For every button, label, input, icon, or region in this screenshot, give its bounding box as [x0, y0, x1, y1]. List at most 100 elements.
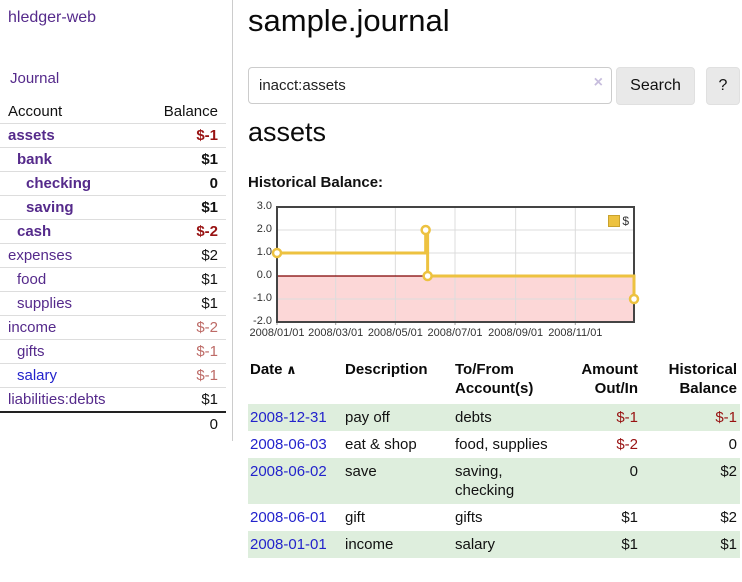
transaction-date-link[interactable]: 2008-06-02: [250, 463, 327, 480]
sidebar-account-link[interactable]: food: [17, 271, 47, 288]
chart-svg: [271, 206, 640, 325]
account-balance: $1: [142, 387, 226, 413]
data-point-marker: [422, 270, 433, 282]
register-table: Date ∧ Description To/From Account(s) Amount…: [248, 358, 740, 558]
account-balance: $-1: [142, 363, 226, 388]
accounts-table: Account Balance assets $-1 bank $1 checking 0…: [0, 100, 226, 436]
transaction-amount: $-1: [616, 409, 638, 426]
transaction-date-link[interactable]: 2008-06-03: [250, 436, 327, 453]
chart-title: Historical Balance:: [248, 174, 384, 191]
clear-search-icon[interactable]: ×: [593, 74, 603, 91]
accounts-header-row: Account Balance: [0, 100, 226, 124]
transaction-amount: 0: [629, 463, 638, 480]
legend-swatch-icon: [608, 215, 621, 227]
help-button[interactable]: ?: [706, 67, 740, 105]
transaction-accounts: gifts: [455, 509, 483, 526]
legend-label: $: [622, 214, 629, 228]
transaction-row: 2008-06-02 save saving, checking 0 $2: [248, 458, 740, 504]
sidebar-account-link[interactable]: bank: [17, 151, 53, 168]
register-col-header-amount: Amount Out/In: [581, 361, 638, 397]
transaction-date-link[interactable]: 2008-12-31: [250, 409, 327, 426]
x-axis-tick-label: 2008/11/01: [548, 327, 603, 339]
accounts-total-balance: 0: [142, 411, 226, 436]
chart-legend: $: [606, 213, 631, 229]
accounts-total-row: 0: [0, 411, 226, 436]
sidebar-account-link[interactable]: saving: [26, 199, 74, 216]
sidebar-account-link[interactable]: cash: [17, 223, 52, 240]
historical-balance-chart: $ 3.0 2.0 1.0 0.0 -1.0 -2.0 2008/01/01 2008/03/…: [248, 200, 742, 353]
account-row: cash $-2: [0, 219, 226, 244]
brand-link[interactable]: hledger-web: [8, 9, 97, 26]
account-row: salary $-1: [0, 363, 226, 388]
account-row: food $1: [0, 267, 226, 292]
sidebar-account-link[interactable]: assets: [8, 127, 55, 144]
search-input[interactable]: [248, 67, 612, 104]
main-content: sample.journal × Search ? assets Histori…: [248, 0, 742, 582]
y-axis-tick-label: 3.0: [256, 200, 272, 212]
search-box: ×: [248, 67, 612, 104]
y-axis-tick-label: 2.0: [256, 223, 272, 235]
account-row: assets $-1: [0, 123, 226, 148]
account-row: expenses $2: [0, 243, 226, 268]
x-axis-tick-label: 2008/07/01: [427, 327, 483, 339]
transaction-amount: $-2: [616, 436, 638, 453]
sort-ascending-icon: ∧: [282, 362, 297, 377]
search-button[interactable]: Search: [616, 67, 695, 105]
sidebar-account-link[interactable]: liabilities:debts: [8, 391, 106, 408]
transaction-description: save: [345, 463, 377, 480]
transaction-amount: $1: [621, 509, 638, 526]
x-axis-tick-label: 2008/09/01: [488, 327, 544, 339]
total-spacer: [0, 411, 143, 436]
sidebar-account-link[interactable]: checking: [26, 175, 92, 192]
account-row: liabilities:debts $1: [0, 387, 226, 413]
data-point-marker: [628, 293, 640, 305]
transaction-description: income: [345, 536, 394, 553]
register-col-header-description: Description: [345, 361, 428, 378]
data-point-marker: [420, 224, 431, 236]
register-body: 2008-12-31 pay off debts $-1 $-1 2008-06-03 ea…: [248, 404, 740, 558]
transaction-description: gift: [345, 509, 366, 526]
sidebar-account-link[interactable]: salary: [17, 367, 58, 384]
account-balance: $1: [142, 267, 226, 292]
account-row: checking 0: [0, 171, 226, 196]
data-point-marker: [271, 247, 283, 259]
chart-plot-area: $: [271, 206, 640, 325]
transaction-description: eat & shop: [345, 436, 417, 453]
sidebar-account-link[interactable]: gifts: [17, 343, 45, 360]
account-row: gifts $-1: [0, 339, 226, 364]
transaction-balance: $2: [720, 509, 737, 526]
account-balance: $1: [142, 195, 226, 220]
accounts-table-body: assets $-1 bank $1 checking 0 saving $1 cash $-2 e…: [0, 123, 226, 413]
transaction-row: 2008-12-31 pay off debts $-1 $-1: [248, 404, 740, 431]
x-axis-tick-label: 2008/05/01: [367, 327, 423, 339]
transaction-row: 2008-06-03 eat & shop food, supplies $-2 0: [248, 431, 740, 458]
account-row: income $-2: [0, 315, 226, 340]
transaction-accounts: food, supplies: [455, 436, 548, 453]
sidebar-account-link[interactable]: expenses: [8, 247, 73, 264]
x-axis-tick-label: 2008/03/01: [308, 327, 364, 339]
transaction-date-link[interactable]: 2008-06-01: [250, 509, 327, 526]
accounts-col-balance: Balance: [142, 100, 226, 124]
register-col-header-historical: Historical Balance: [668, 361, 737, 397]
account-balance: $2: [142, 243, 226, 268]
account-row: supplies $1: [0, 291, 226, 316]
accounts-col-account: Account: [0, 100, 143, 124]
transaction-amount: $1: [621, 536, 638, 553]
account-balance: $-2: [142, 219, 226, 244]
register-col-header-date[interactable]: Date ∧: [250, 361, 297, 378]
account-balance: $-1: [142, 123, 226, 148]
transaction-balance: 0: [728, 436, 737, 453]
transaction-accounts: saving, checking: [455, 463, 515, 499]
x-axis-tick-label: 2008/01/01: [249, 327, 305, 339]
register-header-row: Date ∧ Description To/From Account(s) Amount…: [248, 358, 740, 404]
transaction-date-link[interactable]: 2008-01-01: [250, 536, 327, 553]
register-col-header-tofrom: To/From Account(s): [455, 361, 534, 397]
transaction-row: 2008-01-01 income salary $1 $1: [248, 531, 740, 558]
sidebar-account-link[interactable]: income: [8, 319, 57, 336]
transaction-accounts: debts: [455, 409, 492, 426]
account-heading: assets: [248, 117, 327, 147]
sidebar-item-journal[interactable]: Journal: [10, 70, 60, 87]
account-balance: $-2: [142, 315, 226, 340]
sidebar-account-link[interactable]: supplies: [17, 295, 73, 312]
transaction-row: 2008-06-01 gift gifts $1 $2: [248, 504, 740, 531]
